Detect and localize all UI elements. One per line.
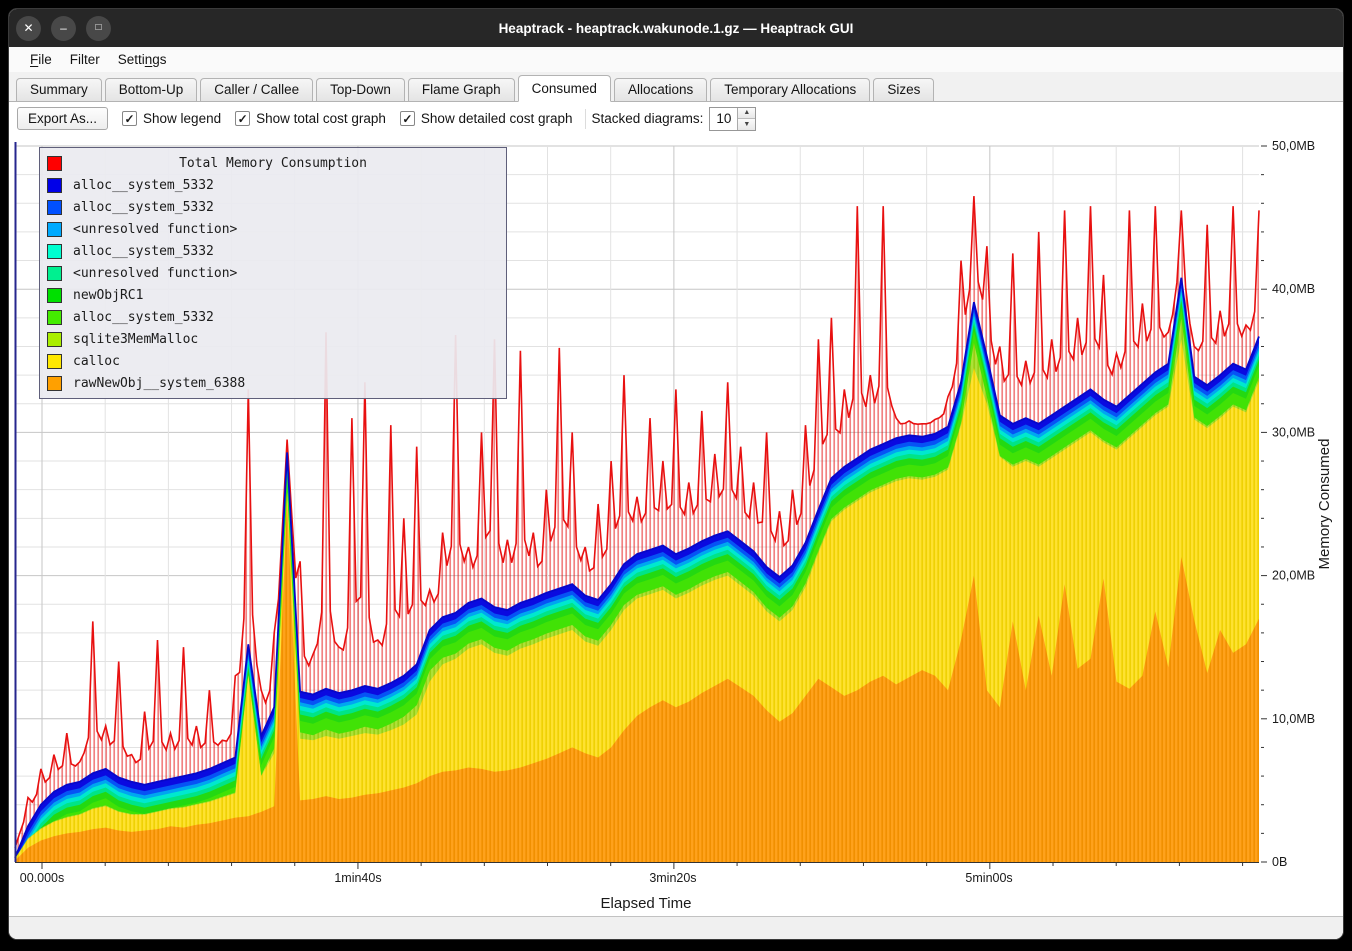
axis-labels: 0B 10,0MB 20,0MB 30,0MB 40,0MB 50,0MB 00.000s 1… <box>20 139 1333 912</box>
legend-label: alloc__system_5332 <box>73 199 214 215</box>
minimize-button[interactable]: – <box>51 15 76 41</box>
legend-swatch-icon <box>47 309 62 325</box>
tab-sizes[interactable]: Sizes <box>873 78 935 101</box>
window-title: Heaptrack - heaptrack.wakunode.1.gz — He… <box>498 20 854 36</box>
tab-flame-graph[interactable]: Flame Graph <box>407 78 515 101</box>
legend-item: calloc <box>40 350 506 372</box>
tab-allocations[interactable]: Allocations <box>613 78 708 101</box>
spinbox-value[interactable]: 10 <box>716 111 732 126</box>
spinbox-down-icon[interactable]: ▼ <box>738 119 756 130</box>
close-icon: ✕ <box>23 21 34 35</box>
tab-caller-callee[interactable]: Caller / Callee <box>200 78 314 101</box>
legend-item: newObjRC1 <box>40 284 506 306</box>
window-controls: ✕ – □ <box>9 15 111 41</box>
stacked-diagrams-spinbox[interactable]: 10 ▲ ▼ <box>709 106 757 131</box>
series-line-stack-top <box>14 277 1260 859</box>
x-tick-label: 5min00s <box>965 871 1012 885</box>
tab-top-down[interactable]: Top-Down <box>316 78 405 101</box>
y-tick-label: 30,0MB <box>1272 425 1315 439</box>
axes <box>14 142 1267 869</box>
title-bar[interactable]: ✕ – □ Heaptrack - heaptrack.wakunode.1.gz … <box>9 9 1343 47</box>
legend-title-row: Total Memory Consumption <box>40 152 506 174</box>
toolbar-checkboxes: ✓ Show legend ✓ Show total cost graph ✓ Show … <box>108 111 573 126</box>
legend-item: <unresolved function> <box>40 262 506 284</box>
spinbox-up-icon[interactable]: ▲ <box>738 107 756 119</box>
legend-label: sqlite3MemMalloc <box>73 331 199 347</box>
legend-swatch-icon <box>47 155 62 171</box>
checkbox-show-total-cost-graph[interactable]: ✓ Show total cost graph <box>235 111 386 126</box>
checkbox-label: Show legend <box>143 111 222 126</box>
legend-swatch-icon <box>47 375 62 391</box>
legend-item: alloc__system_5332 <box>40 240 506 262</box>
legend-item: <unresolved function> <box>40 218 506 240</box>
legend-label: newObjRC1 <box>73 287 144 303</box>
minimize-icon: – <box>60 21 67 35</box>
legend-label: calloc <box>73 353 120 369</box>
y-tick-label: 40,0MB <box>1272 282 1315 296</box>
legend-swatch-icon <box>47 243 62 259</box>
legend-label: alloc__system_5332 <box>73 243 214 259</box>
y-tick-label: 50,0MB <box>1272 139 1315 153</box>
tab-summary[interactable]: Summary <box>16 78 102 101</box>
x-axis-title: Elapsed Time <box>601 895 692 912</box>
legend-label: <unresolved function> <box>73 265 238 281</box>
memory-consumption-chart[interactable]: 0B 10,0MB 20,0MB 30,0MB 40,0MB 50,0MB 00.000s 1… <box>9 135 1344 921</box>
toolbar: Export As... ✓ Show legend ✓ Show total cos… <box>9 102 1343 135</box>
legend-label: <unresolved function> <box>73 221 238 237</box>
stacked-diagrams-label: Stacked diagrams: <box>591 111 704 126</box>
export-as-button[interactable]: Export As... <box>17 107 109 130</box>
legend-swatch-icon <box>47 331 62 347</box>
legend-swatch-icon <box>47 199 62 215</box>
tab-temporary-allocations[interactable]: Temporary Allocations <box>710 78 871 101</box>
consumed-chart-region: 0B 10,0MB 20,0MB 30,0MB 40,0MB 50,0MB 00.000s 1… <box>9 135 1343 916</box>
menu-filter[interactable]: Filter <box>69 52 100 67</box>
tab-bottom-up[interactable]: Bottom-Up <box>104 78 198 101</box>
x-tick-label: 3min20s <box>649 871 696 885</box>
series-area-rawnewobj <box>15 504 1259 862</box>
y-tick-label: 0B <box>1272 855 1287 869</box>
menu-bar: File Filter Settings <box>9 47 1343 72</box>
legend-item: alloc__system_5332 <box>40 174 506 196</box>
maximize-button[interactable]: □ <box>86 15 111 41</box>
tab-bar: Summary Bottom-Up Caller / Callee Top-Down F… <box>9 72 1343 102</box>
legend-item: rawNewObj__system_6388 <box>40 372 506 394</box>
tab-consumed[interactable]: Consumed <box>517 75 611 102</box>
series-line-total <box>14 196 1260 848</box>
legend-swatch-icon <box>47 353 62 369</box>
bottom-strip <box>9 916 1343 939</box>
legend-label: Total Memory Consumption <box>179 155 367 171</box>
menu-file[interactable]: File <box>30 52 52 67</box>
menu-settings[interactable]: Settings <box>117 52 167 67</box>
toolbar-separator <box>584 108 586 129</box>
y-axis-title: Memory Consumed <box>1316 439 1333 570</box>
x-tick-label: 00.000s <box>20 871 64 885</box>
x-tick-label: 1min40s <box>334 871 381 885</box>
plot-area-series[interactable] <box>14 196 1260 863</box>
legend-item: alloc__system_5332 <box>40 196 506 218</box>
legend-swatch-icon <box>47 265 62 281</box>
y-tick-label: 10,0MB <box>1272 712 1315 726</box>
heaptrack-window: ✕ – □ Heaptrack - heaptrack.wakunode.1.gz … <box>8 8 1344 940</box>
legend-swatch-icon <box>47 287 62 303</box>
checkbox-label: Show detailed cost graph <box>420 111 573 126</box>
checkmark-icon: ✓ <box>122 111 138 126</box>
checkbox-label: Show total cost graph <box>256 111 386 126</box>
maximize-icon: □ <box>95 22 102 33</box>
close-button[interactable]: ✕ <box>16 15 41 41</box>
legend-label: alloc__system_5332 <box>73 177 214 193</box>
legend-item: sqlite3MemMalloc <box>40 328 506 350</box>
legend-label: alloc__system_5332 <box>73 309 214 325</box>
checkmark-icon: ✓ <box>399 111 415 126</box>
checkmark-icon: ✓ <box>235 111 251 126</box>
checkbox-show-legend[interactable]: ✓ Show legend <box>122 111 221 126</box>
checkbox-show-detailed-cost-graph[interactable]: ✓ Show detailed cost graph <box>399 111 573 126</box>
legend-swatch-icon <box>47 177 62 193</box>
y-tick-label: 20,0MB <box>1272 569 1315 583</box>
spinbox-arrows: ▲ ▼ <box>737 107 756 130</box>
legend-label: rawNewObj__system_6388 <box>73 375 246 391</box>
legend-swatch-icon <box>47 221 62 237</box>
chart-legend: Total Memory Consumption alloc__system_53… <box>39 147 507 399</box>
legend-item: alloc__system_5332 <box>40 306 506 328</box>
